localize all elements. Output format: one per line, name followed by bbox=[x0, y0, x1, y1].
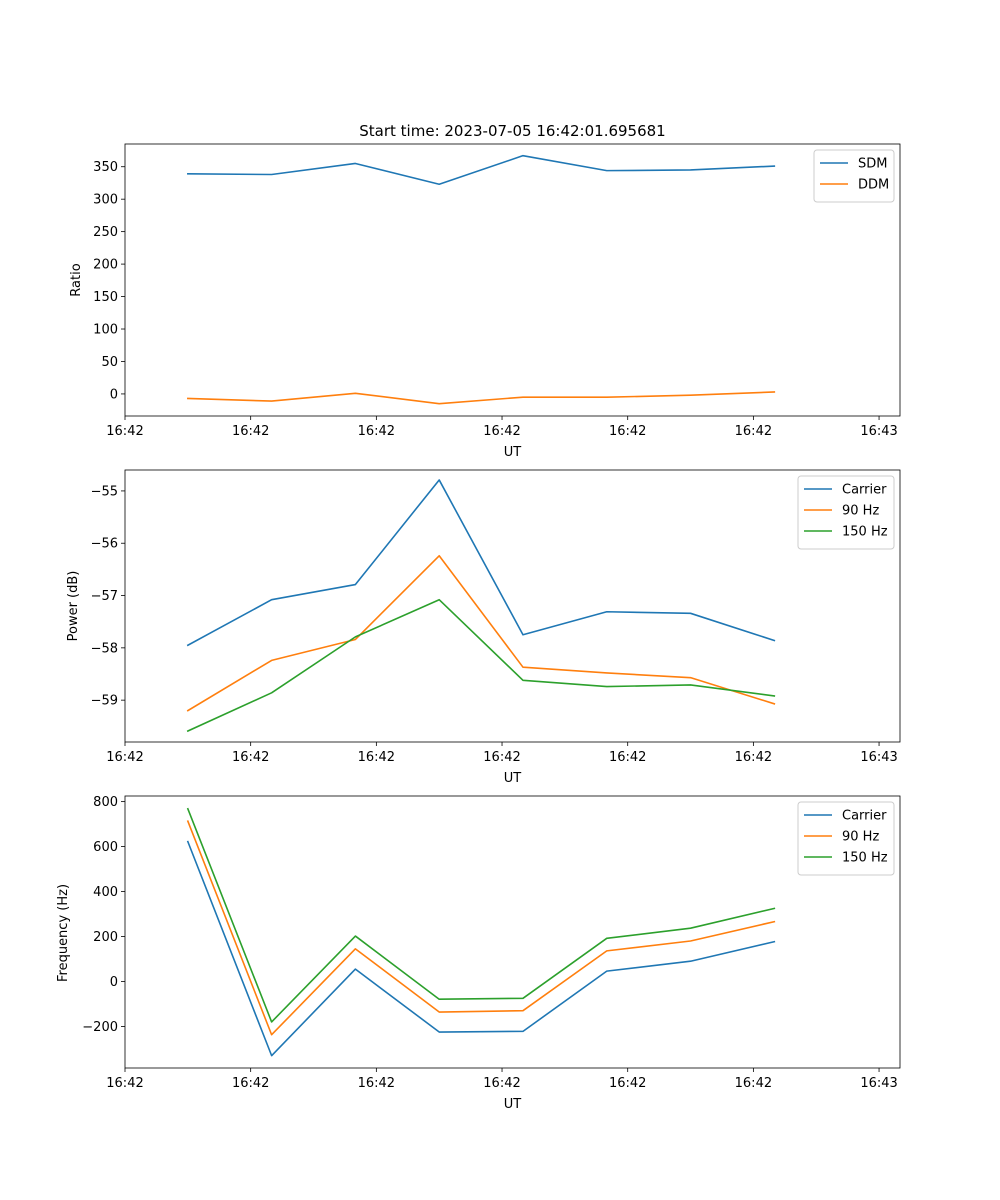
y-tick-label: −56 bbox=[91, 537, 118, 552]
x-tick-label: 16:42 bbox=[232, 1076, 269, 1091]
y-tick-label: 50 bbox=[101, 355, 118, 370]
y-axis-label: Ratio bbox=[69, 263, 84, 296]
x-tick-label: 16:42 bbox=[735, 1076, 772, 1091]
series-line-carrier bbox=[186, 479, 776, 647]
x-tick-label: 16:42 bbox=[358, 424, 395, 439]
y-tick-label: 350 bbox=[93, 160, 118, 175]
y-tick-label: 200 bbox=[93, 930, 118, 945]
legend-label: 90 Hz bbox=[842, 504, 879, 519]
panel-ratio: Start time: 2023-07-05 16:42:01.695681 R… bbox=[69, 122, 901, 460]
x-axis-label: UT bbox=[504, 771, 522, 786]
x-tick-label: 16:42 bbox=[609, 750, 646, 765]
x-tick-label: 16:42 bbox=[483, 424, 520, 439]
y-tick-label: 800 bbox=[93, 795, 118, 810]
series-line-carrier bbox=[186, 840, 776, 1057]
legend-label: Carrier bbox=[842, 483, 887, 498]
series-line-90-hz bbox=[186, 820, 776, 1036]
x-tick-label: 16:43 bbox=[860, 750, 897, 765]
legend-label: DDM bbox=[858, 178, 889, 193]
legend-label: Carrier bbox=[842, 809, 887, 824]
legend-label: 150 Hz bbox=[842, 525, 888, 540]
y-tick-label: 600 bbox=[93, 840, 118, 855]
plot-area-ratio: 0 50 100 150 200 250 300 350 16:42 16:42 16:42 16:4… bbox=[93, 143, 901, 439]
x-tick-label: 16:42 bbox=[609, 1076, 646, 1091]
panel-frequency: Frequency (Hz) UT 800 600 400 200 0 −200 16:42… bbox=[56, 795, 901, 1112]
y-tick-label: 150 bbox=[93, 290, 118, 305]
panel-power: Power (dB) UT −55 −56 −57 −58 −59 16:42 16:42 1… bbox=[66, 469, 901, 786]
x-tick-label: 16:43 bbox=[860, 1076, 897, 1091]
legend: Carrier 90 Hz 150 Hz bbox=[797, 801, 895, 876]
x-tick-label: 16:43 bbox=[860, 424, 897, 439]
x-axis-label: UT bbox=[504, 445, 522, 460]
y-tick-label: 400 bbox=[93, 885, 118, 900]
plot-area-power: −55 −56 −57 −58 −59 16:42 16:42 16:42 16:42 16:42… bbox=[91, 469, 901, 765]
y-axis-label: Frequency (Hz) bbox=[56, 884, 71, 982]
y-tick-label: −55 bbox=[91, 484, 118, 499]
legend: Carrier 90 Hz 150 Hz bbox=[797, 475, 895, 550]
x-tick-label: 16:42 bbox=[232, 750, 269, 765]
y-axis-label: Power (dB) bbox=[66, 571, 81, 642]
x-tick-label: 16:42 bbox=[483, 1076, 520, 1091]
y-tick-label: 200 bbox=[93, 258, 118, 273]
series-line-150-hz bbox=[186, 598, 776, 733]
y-tick-label: 0 bbox=[110, 975, 118, 990]
x-tick-label: 16:42 bbox=[358, 1076, 395, 1091]
series-line-sdm bbox=[187, 154, 776, 186]
series-line-90-hz bbox=[186, 554, 776, 712]
axes-frame bbox=[124, 469, 901, 743]
x-tick-label: 16:42 bbox=[483, 750, 520, 765]
y-tick-label: −59 bbox=[91, 694, 118, 709]
x-axis-label: UT bbox=[504, 1097, 522, 1112]
x-tick-label: 16:42 bbox=[735, 750, 772, 765]
legend-label: 90 Hz bbox=[842, 830, 879, 845]
legend-label: 150 Hz bbox=[842, 851, 888, 866]
y-tick-label: 0 bbox=[110, 387, 118, 402]
axes-frame bbox=[124, 143, 901, 417]
x-tick-label: 16:42 bbox=[735, 424, 772, 439]
legend-label: SDM bbox=[858, 157, 887, 172]
y-tick-label: 100 bbox=[93, 323, 118, 338]
series-line-150-hz bbox=[186, 807, 776, 1023]
y-tick-label: −58 bbox=[91, 641, 118, 656]
series-line-ddm bbox=[187, 391, 776, 405]
y-tick-label: 250 bbox=[93, 225, 118, 240]
axes-frame bbox=[124, 795, 901, 1069]
y-tick-label: −57 bbox=[91, 589, 118, 604]
x-tick-label: 16:42 bbox=[232, 424, 269, 439]
y-tick-label: 300 bbox=[93, 193, 118, 208]
x-tick-label: 16:42 bbox=[106, 1076, 143, 1091]
plot-area-frequency: 800 600 400 200 0 −200 16:42 16:42 16:42 16:42 16:… bbox=[82, 795, 901, 1091]
x-tick-label: 16:42 bbox=[609, 424, 646, 439]
x-tick-label: 16:42 bbox=[106, 424, 143, 439]
chart-title: Start time: 2023-07-05 16:42:01.695681 bbox=[359, 122, 665, 140]
x-tick-label: 16:42 bbox=[358, 750, 395, 765]
legend: SDM DDM bbox=[813, 149, 895, 203]
x-tick-label: 16:42 bbox=[106, 750, 143, 765]
y-tick-label: −200 bbox=[82, 1020, 118, 1035]
